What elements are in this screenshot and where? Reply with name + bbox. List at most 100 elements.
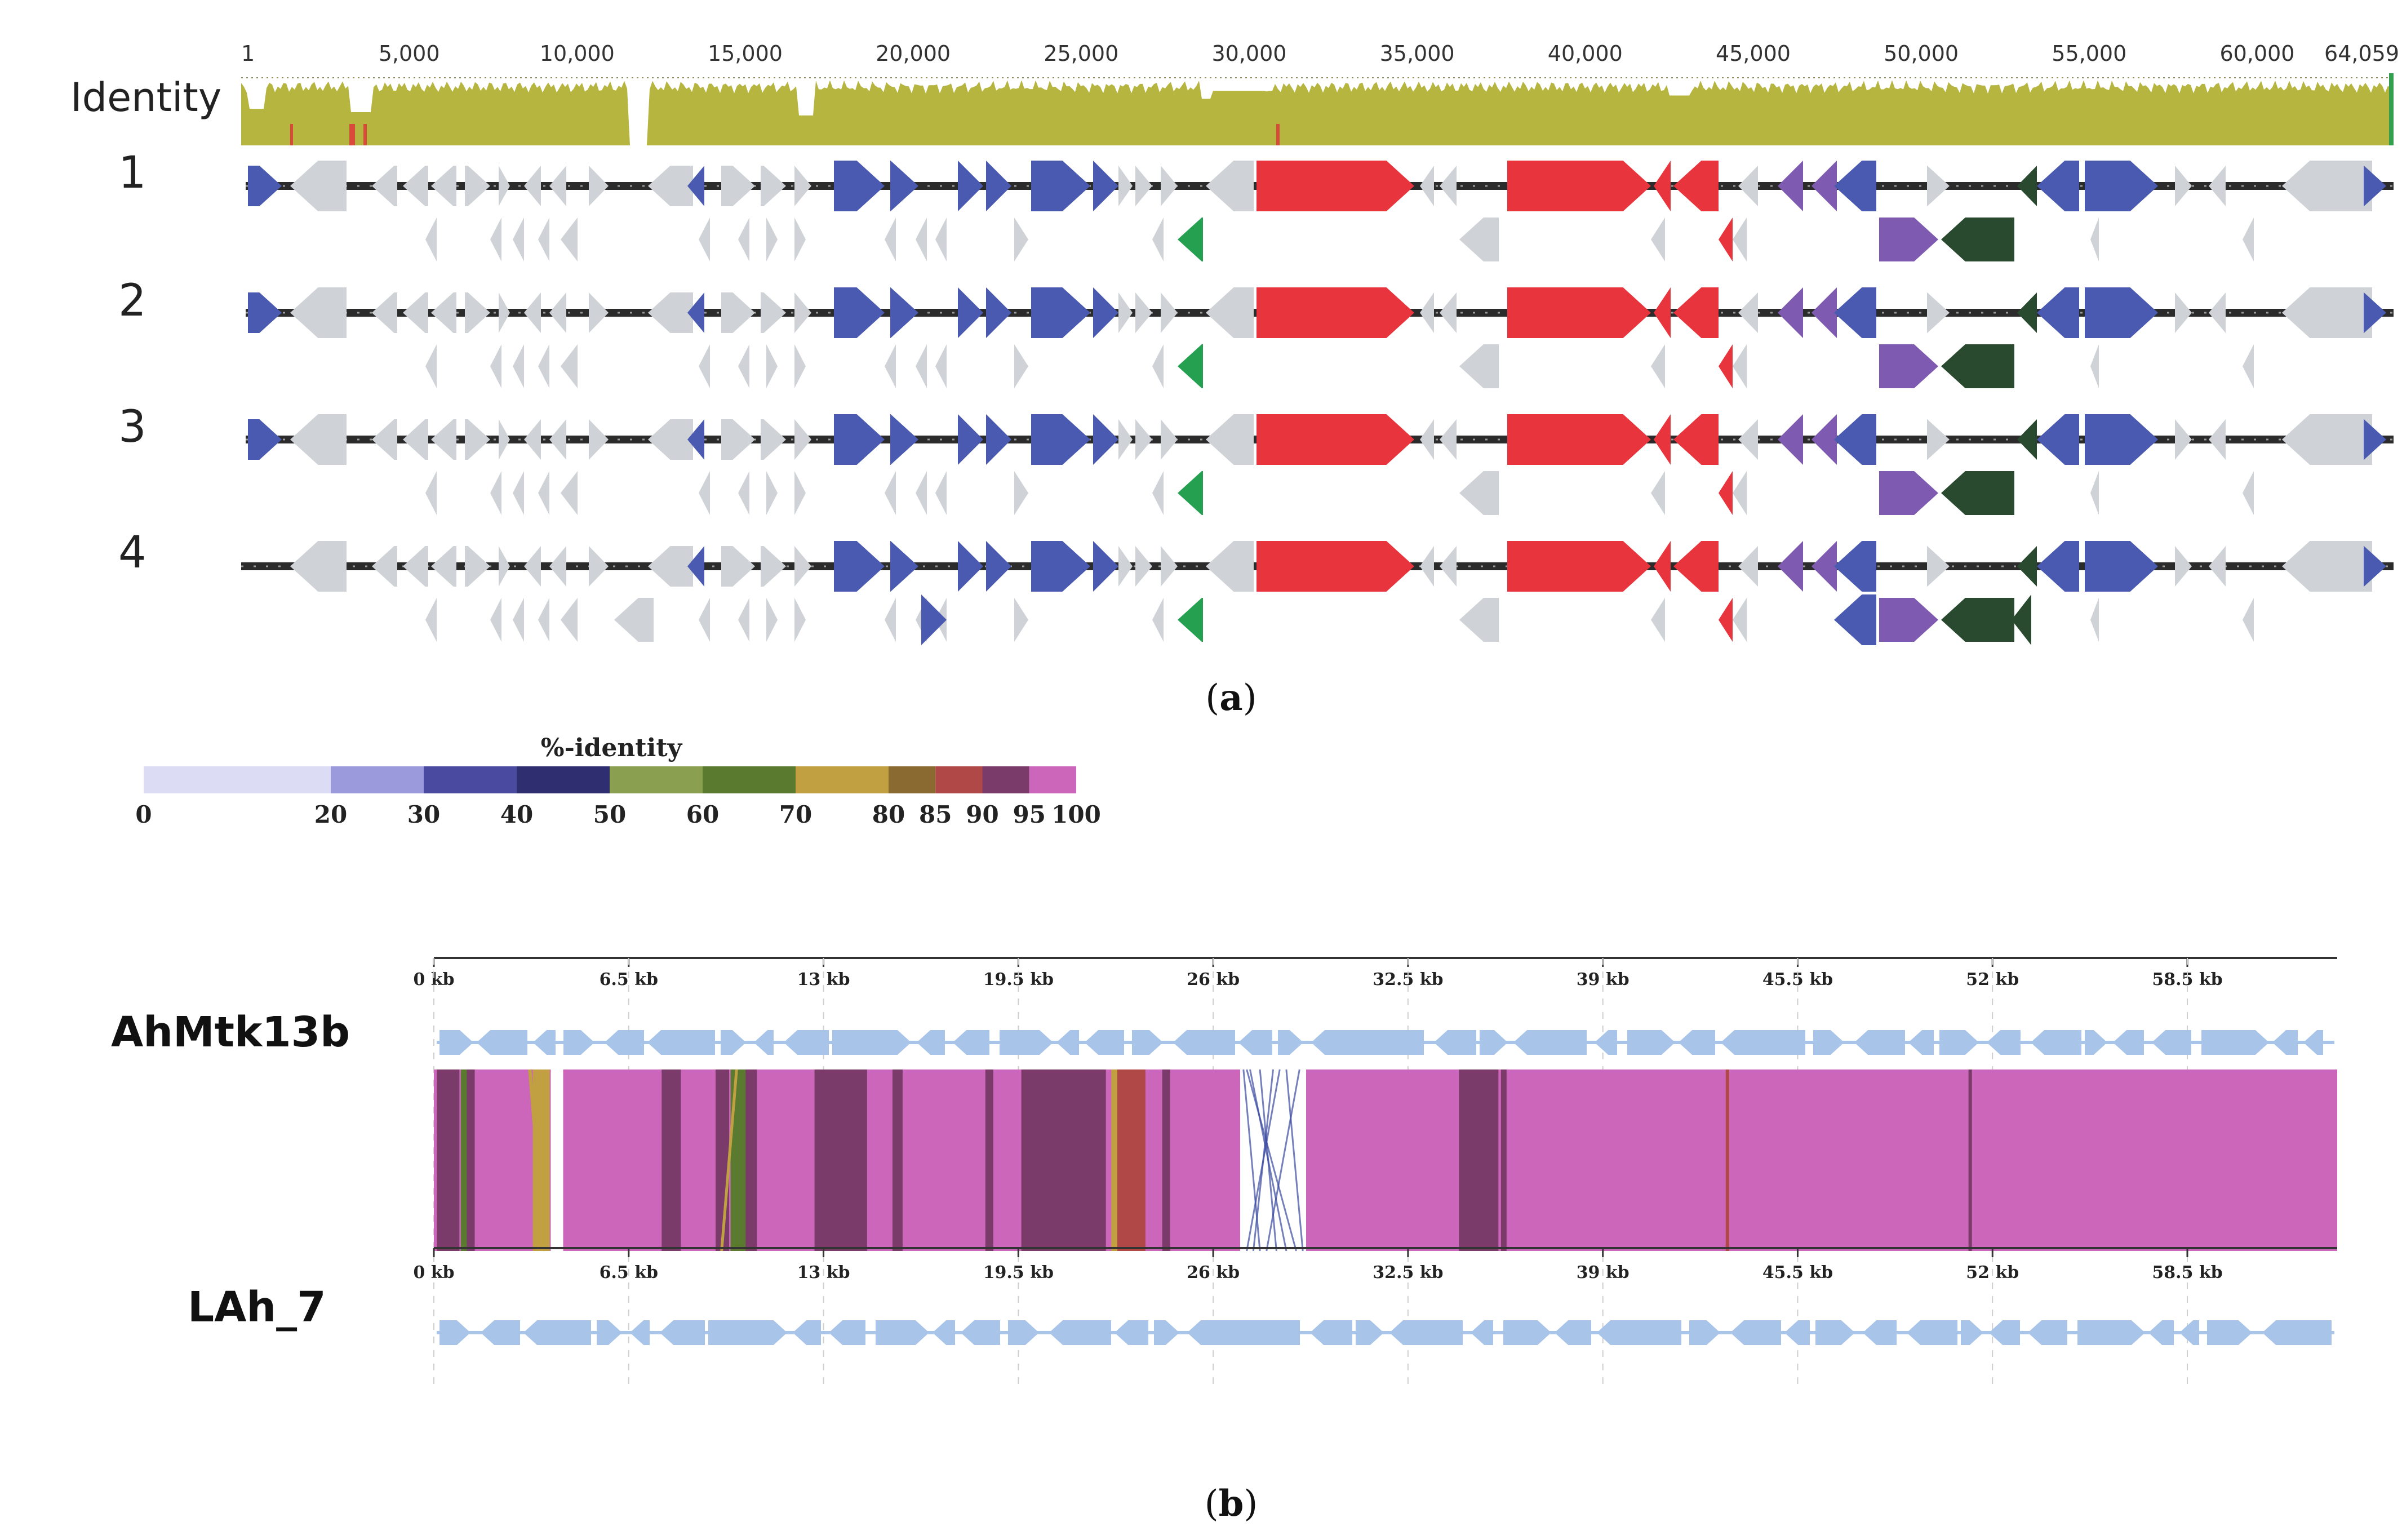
gene-arrow	[1673, 414, 1719, 465]
gene-arrow	[1507, 414, 1651, 465]
gene-arrow	[986, 161, 1011, 211]
low-identity-mark	[349, 124, 355, 145]
gene-arrow-secondary	[2243, 471, 2254, 515]
gene-arrow-secondary	[1459, 218, 1499, 261]
gene-arrow-secondary	[490, 471, 501, 515]
gene-arrow	[1834, 541, 1876, 592]
identity-band	[437, 1069, 460, 1251]
gene-arrow	[2262, 1320, 2332, 1345]
gene-arrow	[2179, 1320, 2199, 1345]
gene-arrow-secondary	[1014, 598, 1028, 642]
gene-arrow	[1257, 414, 1414, 465]
gene-arrow	[2031, 1030, 2081, 1055]
panel-b-caption-letter: b	[1219, 1483, 1244, 1525]
gene-arrow	[1008, 1320, 1039, 1345]
gene-arrow	[563, 1030, 594, 1055]
gene-arrow-secondary	[1178, 344, 1203, 388]
gene-arrow	[589, 166, 609, 206]
gene-arrow-secondary	[699, 471, 710, 515]
ruler-tick-label: 45,000	[1716, 41, 1791, 66]
gene-arrow	[597, 1320, 622, 1345]
gene-arrow	[1507, 287, 1651, 338]
gene-arrow-secondary	[935, 471, 947, 515]
gene-arrow	[721, 166, 755, 206]
gene-track-top	[437, 1030, 2334, 1055]
gene-arrow-secondary	[885, 218, 896, 261]
ruler-tick-label: 15,000	[708, 41, 783, 66]
gene-arrow	[524, 546, 541, 587]
gene-arrow-secondary	[1651, 598, 1665, 642]
gene-arrow	[1093, 541, 1118, 592]
gene-arrow	[1815, 1320, 1855, 1345]
gene-arrow	[1471, 1320, 1493, 1345]
panel-a-caption-letter: a	[1219, 677, 1242, 719]
gene-arrow	[524, 292, 541, 333]
gene-arrow	[1595, 1030, 1617, 1055]
ruler-tick-label: 55,000	[2052, 41, 2126, 66]
gene-arrow	[290, 541, 347, 592]
gene-arrow	[876, 1320, 929, 1345]
gene-arrow-secondary	[935, 344, 947, 388]
gene-arrow-secondary	[1651, 218, 1665, 261]
gene-arrow	[1049, 1320, 1111, 1345]
gene-arrow	[1206, 287, 1254, 338]
gene-arrow	[1927, 292, 1950, 333]
axis-tick-label: 13 kb	[797, 1263, 850, 1282]
gene-arrow-secondary	[699, 598, 710, 642]
gene-arrow-secondary	[1719, 598, 1733, 642]
identity-band	[716, 1069, 730, 1251]
gene-arrow-secondary	[1459, 471, 1499, 515]
gene-arrow	[477, 1030, 527, 1055]
gene-arrow	[1389, 1320, 1463, 1345]
gene-arrow	[1939, 1030, 1979, 1055]
gene-arrow-secondary	[2090, 218, 2099, 261]
gene-arrow	[832, 1030, 911, 1055]
gene-arrow	[890, 541, 918, 592]
inversion-link	[1249, 1069, 1287, 1251]
gene-arrow	[2209, 546, 2226, 587]
gene-arrow	[2209, 419, 2226, 460]
gene-arrow	[1721, 1030, 1805, 1055]
gene-arrow-secondary	[1719, 218, 1733, 261]
gene-arrow-secondary	[916, 218, 927, 261]
gene-arrow	[1480, 1030, 1508, 1055]
gene-arrow	[1118, 546, 1133, 587]
gene-arrow	[1927, 166, 1950, 206]
gene-arrow	[890, 161, 918, 211]
gene-arrow-secondary	[2243, 218, 2254, 261]
gene-arrow-secondary	[1733, 598, 1747, 642]
gene-arrow	[761, 419, 786, 460]
gene-arrow	[524, 166, 541, 206]
gene-arrow	[1311, 1030, 1424, 1055]
gene-arrow	[524, 419, 541, 460]
gene-arrow	[1135, 546, 1152, 587]
gene-arrow	[1434, 1030, 1476, 1055]
identity-band	[1459, 1069, 1499, 1251]
gene-arrow	[1778, 287, 1803, 338]
genome-label-top: AhMtk13b	[111, 1008, 350, 1057]
gene-arrow	[2175, 419, 2192, 460]
gene-arrow-secondary	[766, 471, 778, 515]
gene-arrow	[1257, 161, 1414, 211]
gene-arrow	[1420, 292, 1434, 333]
gene-arrow	[986, 287, 1011, 338]
gene-arrow	[1987, 1030, 2021, 1055]
gene-arrow	[761, 292, 786, 333]
gene-arrow	[687, 166, 704, 206]
gene-arrow	[1440, 292, 1457, 333]
gene-arrow	[647, 1030, 715, 1055]
gene-arrow	[933, 1320, 955, 1345]
ruler-tick-label: 35,000	[1380, 41, 1455, 66]
gene-arrow	[2364, 546, 2386, 587]
gene-arrow	[1056, 1030, 1079, 1055]
gene-arrow-secondary	[1178, 218, 1203, 261]
gene-arrow-secondary	[1178, 471, 1203, 515]
gene-arrow-secondary	[1719, 344, 1733, 388]
gene-arrow-secondary	[2012, 594, 2031, 645]
gene-arrow-secondary	[538, 344, 549, 388]
gene-arrow	[953, 1030, 989, 1055]
panel-b: %-identity 0 20 30 40 50 60 70 80 85 90 95 100 0 kb…	[111, 734, 2337, 1525]
gene-arrow-secondary	[916, 344, 927, 388]
legend-tick-label: 90	[966, 801, 998, 828]
